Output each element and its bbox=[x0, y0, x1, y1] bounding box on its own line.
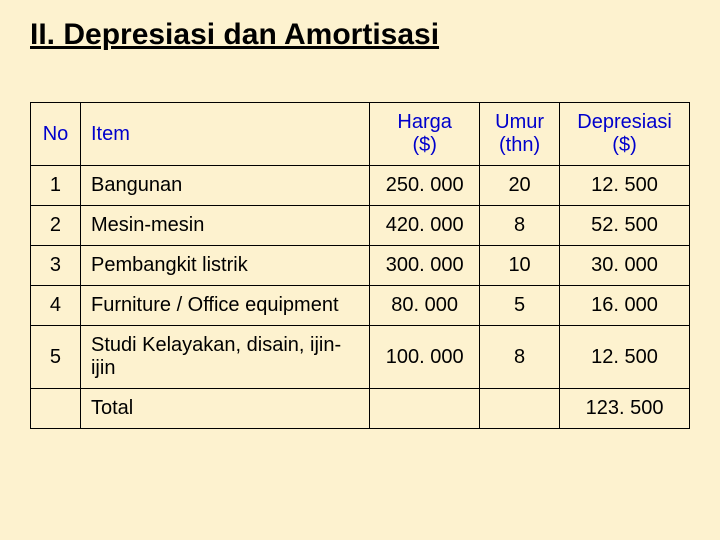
header-harga-line1: Harga bbox=[380, 111, 469, 134]
header-item: Item bbox=[80, 103, 369, 166]
cell-no: 1 bbox=[31, 166, 81, 206]
cell-umur: 5 bbox=[480, 286, 560, 326]
cell-harga-empty bbox=[370, 389, 480, 429]
cell-umur-empty bbox=[480, 389, 560, 429]
cell-dep: 16. 000 bbox=[560, 286, 690, 326]
cell-item: Studi Kelayakan, disain, ijin-ijin bbox=[80, 326, 369, 389]
depreciation-table: No Item Harga ($) Umur (thn) Depresiasi … bbox=[30, 102, 690, 429]
header-umur: Umur (thn) bbox=[480, 103, 560, 166]
cell-dep: 52. 500 bbox=[560, 206, 690, 246]
cell-umur: 8 bbox=[480, 206, 560, 246]
cell-item: Furniture / Office equipment bbox=[80, 286, 369, 326]
cell-dep: 12. 500 bbox=[560, 166, 690, 206]
header-dep-line2: ($) bbox=[570, 134, 679, 157]
cell-item: Bangunan bbox=[80, 166, 369, 206]
cell-item: Mesin-mesin bbox=[80, 206, 369, 246]
cell-umur: 8 bbox=[480, 326, 560, 389]
header-harga-line2: ($) bbox=[380, 134, 469, 157]
header-harga: Harga ($) bbox=[370, 103, 480, 166]
table-body: 1 Bangunan 250. 000 20 12. 500 2 Mesin-m… bbox=[31, 166, 690, 429]
cell-no-empty bbox=[31, 389, 81, 429]
cell-no: 5 bbox=[31, 326, 81, 389]
cell-harga: 100. 000 bbox=[370, 326, 480, 389]
table-row: 1 Bangunan 250. 000 20 12. 500 bbox=[31, 166, 690, 206]
cell-no: 3 bbox=[31, 246, 81, 286]
cell-item: Pembangkit listrik bbox=[80, 246, 369, 286]
header-dep: Depresiasi ($) bbox=[560, 103, 690, 166]
cell-umur: 10 bbox=[480, 246, 560, 286]
header-dep-line1: Depresiasi bbox=[570, 111, 679, 134]
table-row: 3 Pembangkit listrik 300. 000 10 30. 000 bbox=[31, 246, 690, 286]
table-row: 4 Furniture / Office equipment 80. 000 5… bbox=[31, 286, 690, 326]
cell-umur: 20 bbox=[480, 166, 560, 206]
cell-total-value: 123. 500 bbox=[560, 389, 690, 429]
cell-harga: 80. 000 bbox=[370, 286, 480, 326]
table-row: 5 Studi Kelayakan, disain, ijin-ijin 100… bbox=[31, 326, 690, 389]
cell-dep: 12. 500 bbox=[560, 326, 690, 389]
cell-harga: 250. 000 bbox=[370, 166, 480, 206]
cell-no: 4 bbox=[31, 286, 81, 326]
cell-harga: 420. 000 bbox=[370, 206, 480, 246]
page-title: II. Depresiasi dan Amortisasi bbox=[30, 18, 690, 52]
table-row: 2 Mesin-mesin 420. 000 8 52. 500 bbox=[31, 206, 690, 246]
cell-total-label: Total bbox=[80, 389, 369, 429]
cell-no: 2 bbox=[31, 206, 81, 246]
cell-dep: 30. 000 bbox=[560, 246, 690, 286]
header-umur-line1: Umur bbox=[490, 111, 549, 134]
table-header-row: No Item Harga ($) Umur (thn) Depresiasi … bbox=[31, 103, 690, 166]
slide: II. Depresiasi dan Amortisasi No Item Ha… bbox=[0, 0, 720, 447]
table-total-row: Total 123. 500 bbox=[31, 389, 690, 429]
header-umur-line2: (thn) bbox=[490, 134, 549, 157]
header-no: No bbox=[31, 103, 81, 166]
cell-harga: 300. 000 bbox=[370, 246, 480, 286]
